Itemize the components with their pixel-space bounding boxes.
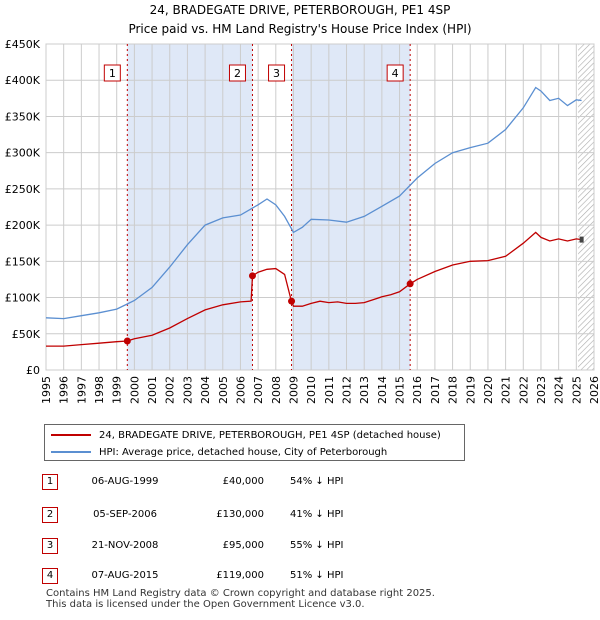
legend-item-hpi: HPI: Average price, detached house, City… xyxy=(51,444,387,460)
x-tick-label: 2019 xyxy=(464,376,477,404)
chart-subtitle: Price paid vs. HM Land Registry's House … xyxy=(128,22,471,36)
x-tick-label: 2023 xyxy=(535,376,548,404)
table-row: 4 07-AUG-2015 £119,000 51% ↓ HPI xyxy=(42,568,442,586)
transaction-marker-box xyxy=(103,64,121,82)
x-tick-label: 2009 xyxy=(287,376,300,404)
transaction-hpi-diff: 54% ↓ HPI xyxy=(290,476,344,487)
hpi-series-line xyxy=(45,86,582,320)
x-tick-label: 2016 xyxy=(411,376,424,404)
y-tick-label: £100K xyxy=(5,292,41,305)
transaction-hpi-diff: 41% ↓ HPI xyxy=(290,509,344,520)
x-tick-label: 2022 xyxy=(517,376,530,404)
legend-item-price: 24, BRADEGATE DRIVE, PETERBOROUGH, PE1 4… xyxy=(51,427,441,443)
y-tick-label: £150K xyxy=(5,255,41,268)
x-tick-label: 1995 xyxy=(40,376,53,404)
series-end-marker xyxy=(579,236,584,243)
x-tick-label: 2018 xyxy=(447,376,460,404)
x-tick-label: 2010 xyxy=(305,376,318,404)
transaction-price: £40,000 xyxy=(222,476,264,487)
transaction-price: £119,000 xyxy=(216,570,264,581)
x-tick-label: 1996 xyxy=(58,376,71,404)
table-row: 1 06-AUG-1999 £40,000 54% ↓ HPI xyxy=(42,474,442,492)
transaction-number: 1 xyxy=(42,474,58,490)
x-tick-label: 2002 xyxy=(164,376,177,404)
x-tick-label: 2024 xyxy=(553,376,566,404)
y-tick-label: £350K xyxy=(5,110,41,123)
y-tick-label: £0 xyxy=(26,364,40,377)
transaction-marker-label: 2 xyxy=(234,67,241,80)
x-tick-label: 2001 xyxy=(146,376,159,404)
legend-hpi-swatch xyxy=(51,451,91,453)
transaction-point xyxy=(406,280,414,288)
x-tick-label: 2005 xyxy=(217,376,230,404)
transaction-date: 05-SEP-2006 xyxy=(93,509,157,520)
transaction-marker-box xyxy=(386,64,404,82)
price-series-line xyxy=(46,231,582,347)
table-row: 3 21-NOV-2008 £95,000 55% ↓ HPI xyxy=(42,538,442,556)
chart-title: 24, BRADEGATE DRIVE, PETERBOROUGH, PE1 4… xyxy=(150,3,451,17)
transaction-date: 07-AUG-2015 xyxy=(91,570,159,581)
x-tick-label: 2011 xyxy=(323,376,336,404)
x-tick-label: 2017 xyxy=(429,376,442,404)
transaction-point xyxy=(123,337,131,345)
x-tick-label: 2006 xyxy=(234,376,247,404)
transaction-number: 2 xyxy=(42,507,58,523)
x-tick-label: 2020 xyxy=(482,376,495,404)
transaction-date: 21-NOV-2008 xyxy=(91,540,159,551)
x-tick-label: 2007 xyxy=(252,376,265,404)
legend-price-label: 24, BRADEGATE DRIVE, PETERBOROUGH, PE1 4… xyxy=(99,429,441,441)
transaction-number: 3 xyxy=(42,538,58,554)
y-tick-label: £400K xyxy=(5,74,41,87)
footer-line-2: This data is licensed under the Open Gov… xyxy=(46,599,365,610)
transaction-point xyxy=(248,272,256,280)
footer-line-1: Contains HM Land Registry data © Crown c… xyxy=(46,588,435,599)
shaded-range xyxy=(127,44,253,370)
transaction-marker-box xyxy=(268,64,286,82)
legend-hpi-label: HPI: Average price, detached house, City… xyxy=(99,446,388,458)
x-tick-label: 2008 xyxy=(270,376,283,404)
x-tick-label: 2014 xyxy=(376,376,389,404)
x-tick-label: 2021 xyxy=(500,376,513,404)
plot-frame xyxy=(45,43,595,371)
transaction-point xyxy=(288,297,296,305)
transaction-marker-label: 3 xyxy=(273,67,280,80)
x-tick-label: 1999 xyxy=(111,376,124,404)
x-tick-label: 1997 xyxy=(75,376,88,404)
shaded-range xyxy=(291,44,411,370)
table-row: 2 05-SEP-2006 £130,000 41% ↓ HPI xyxy=(42,507,442,525)
y-tick-label: £450K xyxy=(5,38,41,51)
transaction-marker-label: 1 xyxy=(109,67,116,80)
x-tick-label: 1998 xyxy=(93,376,106,404)
transaction-hpi-diff: 51% ↓ HPI xyxy=(290,570,344,581)
transaction-marker-box xyxy=(228,64,246,82)
transaction-price: £130,000 xyxy=(216,509,264,520)
x-tick-label: 2012 xyxy=(341,376,354,404)
y-tick-label: £300K xyxy=(5,147,41,160)
x-tick-label: 2013 xyxy=(358,376,371,404)
transaction-hpi-diff: 55% ↓ HPI xyxy=(290,540,344,551)
transaction-number: 4 xyxy=(42,568,58,584)
x-tick-label: 2000 xyxy=(128,376,141,404)
transaction-marker-label: 4 xyxy=(392,67,399,80)
footer-attribution: Contains HM Land Registry data © Crown c… xyxy=(46,588,435,610)
y-tick-label: £50K xyxy=(12,328,41,341)
transaction-date: 06-AUG-1999 xyxy=(91,476,159,487)
x-tick-label: 2025 xyxy=(570,376,583,404)
x-tick-label: 2004 xyxy=(199,376,212,404)
x-tick-label: 2015 xyxy=(394,376,407,404)
forecast-hatch xyxy=(578,44,594,370)
price-chart: 24, BRADEGATE DRIVE, PETERBOROUGH, PE1 4… xyxy=(5,3,600,404)
legend-price-swatch xyxy=(51,434,91,436)
transaction-price: £95,000 xyxy=(222,540,264,551)
x-tick-label: 2026 xyxy=(588,376,600,404)
x-tick-label: 2003 xyxy=(181,376,194,404)
y-tick-label: £250K xyxy=(5,183,41,196)
chart-legend: 24, BRADEGATE DRIVE, PETERBOROUGH, PE1 4… xyxy=(44,424,465,461)
y-tick-label: £200K xyxy=(5,219,41,232)
